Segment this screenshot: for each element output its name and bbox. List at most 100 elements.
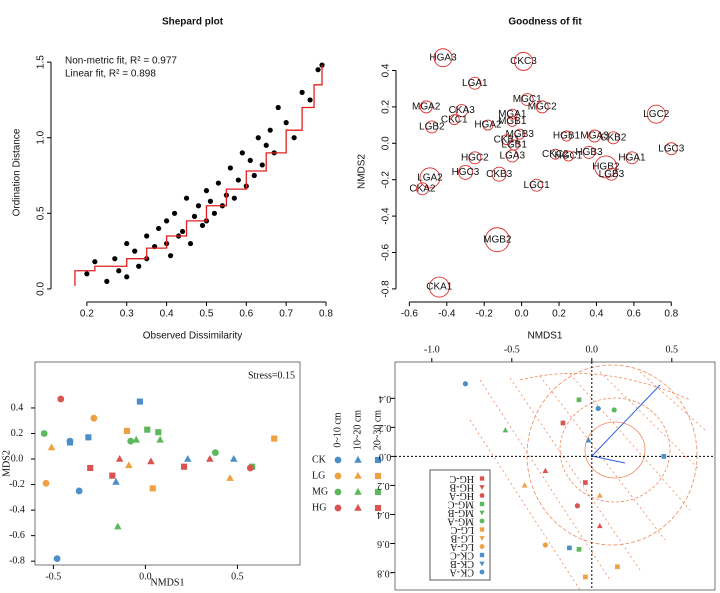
point — [215, 180, 222, 186]
bubble — [455, 104, 469, 117]
point — [283, 120, 289, 126]
point — [615, 564, 620, 570]
point — [502, 427, 509, 433]
point-label: LGC2 — [643, 109, 670, 120]
x-tick-label: -0.4 — [438, 309, 456, 320]
x-tick-label: -0.2 — [476, 309, 494, 320]
point — [57, 395, 65, 403]
point — [184, 454, 192, 462]
y-tick-label: -0.2 — [381, 171, 392, 189]
point — [203, 188, 210, 194]
point — [104, 278, 110, 284]
point — [125, 461, 133, 469]
point — [611, 407, 617, 413]
legend-symbol — [354, 455, 362, 463]
x-tick-label: 0.5 — [199, 309, 213, 320]
bubble — [419, 167, 441, 189]
bubble — [458, 164, 473, 180]
point — [84, 271, 90, 277]
x-tick-label: 0.5 — [231, 571, 244, 582]
legend-symbol — [334, 472, 342, 480]
legend-label: HG-C — [449, 473, 474, 484]
x-axis-label: Observed Dissimilarity — [143, 331, 242, 342]
point — [66, 439, 74, 446]
legend-box — [57, 49, 197, 85]
point — [596, 522, 603, 529]
legend-label: CK-A — [449, 567, 474, 578]
legend-symbol — [479, 536, 485, 541]
point-label: HGB1 — [553, 131, 581, 142]
y-tick-label: -0.8 — [381, 280, 392, 298]
point — [583, 480, 588, 485]
y-tick-label: 0.4 — [11, 402, 24, 413]
point — [275, 104, 281, 111]
bubble — [506, 108, 518, 120]
legend-label: LG-A — [449, 541, 474, 552]
point-label: CKC2 — [542, 149, 569, 160]
point — [226, 474, 234, 481]
y-tick-label: -0.6 — [381, 243, 392, 261]
point — [47, 443, 56, 451]
legend: CK-ACK-BCK-CLG-ALG-BLG-CMG-AMG-BMG-CHG-A… — [429, 469, 491, 581]
y-tick-label: -0.4 — [9, 504, 25, 515]
legend-label: HG-A — [448, 490, 474, 501]
point — [53, 555, 61, 563]
legend-header: 20~30 cm — [372, 410, 383, 450]
point — [112, 477, 120, 485]
legend-symbol — [354, 471, 362, 479]
legend-label: LG-B — [450, 533, 474, 544]
x-tick-label: 0.5 — [666, 344, 679, 355]
y-tick-label: 0.0 — [11, 453, 24, 464]
y-tick-label: 0.5 — [36, 206, 47, 220]
bubble — [419, 100, 433, 114]
legend-symbol — [354, 503, 362, 511]
point-label: LGB2 — [419, 122, 445, 133]
bubble — [535, 100, 549, 114]
y-tick-label: -0.6 — [377, 538, 393, 549]
bubble — [501, 134, 513, 146]
bubble — [594, 155, 618, 179]
point-label: HGB3 — [575, 147, 603, 158]
point — [155, 429, 162, 436]
point — [75, 487, 83, 495]
legend-symbol — [374, 504, 382, 512]
legend-symbol — [479, 501, 485, 507]
bubble — [416, 182, 429, 196]
legend-label: MG-B — [448, 507, 474, 518]
y-tick-label: -0.6 — [9, 530, 25, 541]
x-tick-label: 0.2 — [80, 309, 94, 320]
point-label: MGB2 — [483, 234, 512, 245]
y-tick-label: 0.4 — [379, 393, 392, 404]
point — [171, 210, 178, 216]
legend-label: CK-C — [450, 550, 474, 561]
y-tick-label: 1.0 — [36, 130, 47, 144]
point-label: LGA3 — [499, 151, 525, 162]
point — [187, 240, 194, 247]
y-tick-label: 0.0 — [36, 282, 47, 296]
point — [132, 435, 140, 443]
legend-symbol — [479, 552, 485, 558]
point — [40, 430, 48, 437]
legend-symbol — [479, 527, 485, 532]
panel: -1.0 -0.5 0.0 0.5 0.4 0.2 0.0 -0.2 -0.4 -0.6 -0.8 C… — [377, 344, 716, 591]
panel: -0.6 -0.4 -0.2 0.0 0.2 0.4 0.6 0.8 -0.8 -0.6 -0.4 -… — [357, 17, 685, 342]
point — [542, 467, 549, 473]
point — [247, 157, 253, 164]
point — [199, 222, 206, 229]
point-label: CKA1 — [426, 282, 453, 293]
plot-frame — [34, 361, 301, 566]
legend-label: LG — [312, 470, 325, 481]
point-label: LGB3 — [599, 169, 625, 180]
y-tick-label: -0.4 — [377, 509, 393, 520]
point — [585, 437, 592, 443]
legend-symbol — [479, 544, 485, 549]
panel-4-arrows — [591, 384, 661, 464]
x-axis-label: NMDS1 — [527, 331, 562, 342]
bubble — [582, 145, 596, 159]
point-label: CKB3 — [486, 169, 513, 180]
point — [263, 142, 269, 148]
x-tick-label: 0.4 — [160, 309, 174, 320]
x-tick-label: -1.0 — [424, 344, 440, 355]
y-tick-label: 0.2 — [381, 99, 392, 113]
